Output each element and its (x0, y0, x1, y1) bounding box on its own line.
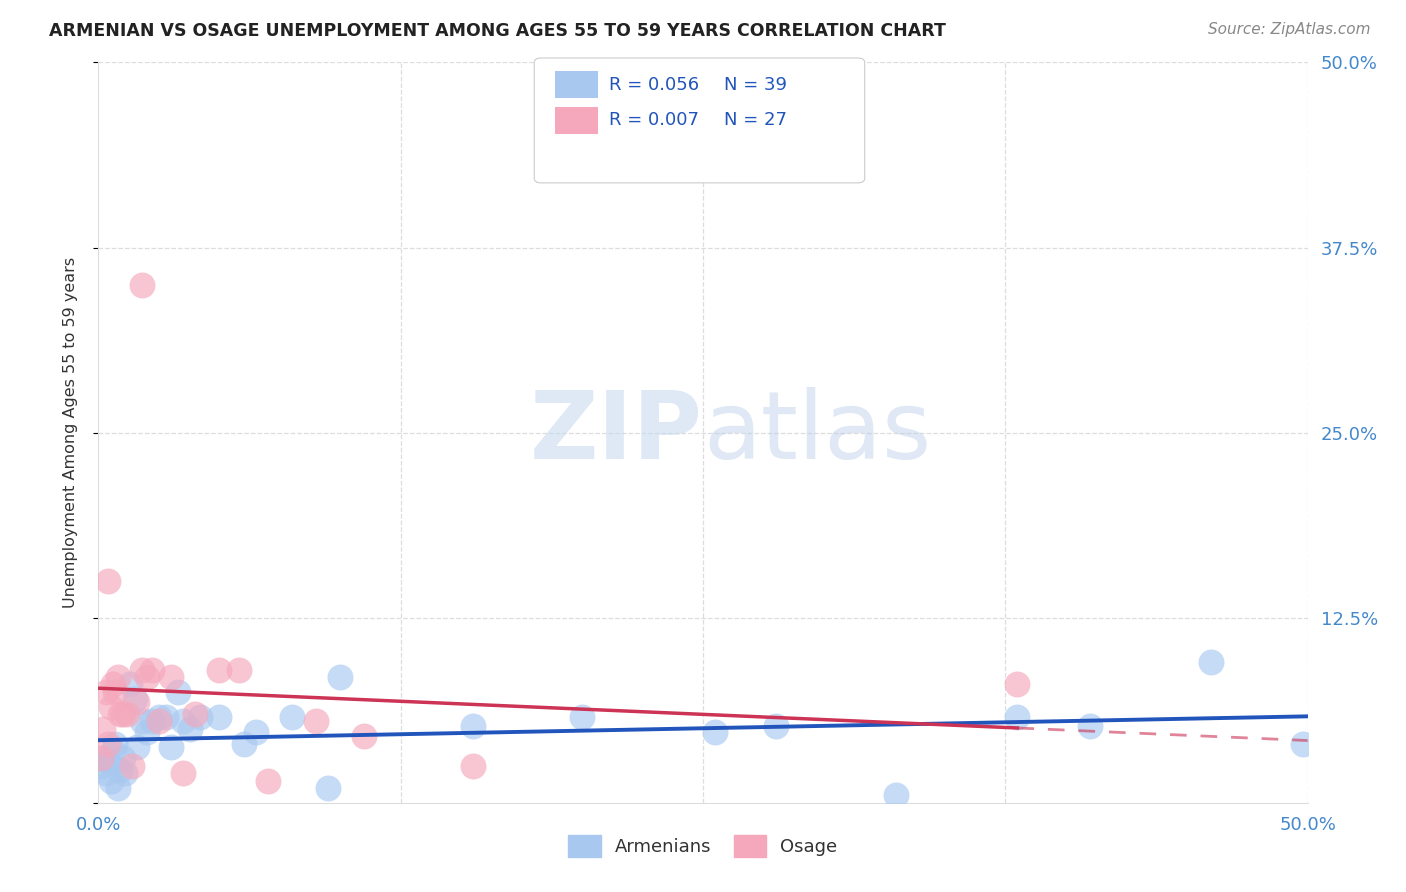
Text: R = 0.056: R = 0.056 (609, 76, 699, 94)
Point (101, 744, 124, 758)
Point (100, 773, 122, 788)
Text: atlas: atlas (703, 386, 931, 479)
Point (167, 685, 190, 699)
Point (765, 719, 787, 733)
Point (107, 780, 129, 795)
Point (104, 685, 127, 699)
Point (135, 724, 157, 739)
Point (131, 714, 153, 729)
Point (232, 737, 254, 751)
Point (97, 737, 120, 751)
Point (131, 277, 153, 292)
Point (172, 714, 194, 729)
Point (188, 710, 211, 724)
Point (1078, 719, 1101, 733)
Point (160, 739, 183, 754)
Point (111, 706, 134, 721)
Y-axis label: Unemployment Among Ages 55 to 59 years: Unemployment Among Ages 55 to 59 years (63, 257, 77, 608)
Point (121, 758, 143, 772)
Point (571, 710, 593, 724)
Point (108, 763, 131, 777)
Point (107, 670, 129, 684)
Point (281, 710, 304, 724)
Point (111, 751, 134, 765)
Point (127, 695, 149, 709)
Text: ZIP: ZIP (530, 386, 703, 479)
Point (208, 663, 231, 677)
Point (90, 751, 112, 765)
Text: N = 27: N = 27 (724, 112, 787, 129)
Point (155, 710, 177, 724)
Point (172, 766, 194, 780)
Point (179, 722, 201, 736)
Point (141, 663, 163, 677)
Point (1007, 710, 1029, 724)
Text: N = 39: N = 39 (724, 76, 787, 94)
Point (100, 699, 122, 714)
Point (148, 714, 170, 729)
Point (184, 706, 207, 721)
Point (135, 670, 157, 684)
Point (141, 714, 163, 729)
Point (97, 755, 120, 769)
Point (256, 773, 278, 788)
Point (101, 677, 124, 691)
Point (1199, 655, 1222, 669)
Point (886, 789, 908, 803)
Point (108, 706, 131, 721)
Point (316, 780, 339, 795)
Point (148, 710, 170, 724)
Point (114, 766, 136, 780)
Point (104, 737, 127, 751)
Point (118, 677, 141, 691)
Text: ARMENIAN VS OSAGE UNEMPLOYMENT AMONG AGES 55 TO 59 YEARS CORRELATION CHART: ARMENIAN VS OSAGE UNEMPLOYMENT AMONG AGE… (49, 22, 946, 40)
Point (1007, 677, 1029, 691)
Point (245, 724, 267, 739)
Point (91, 722, 114, 736)
Point (124, 692, 146, 706)
Point (127, 739, 149, 754)
Legend: Armenians, Osage: Armenians, Osage (561, 828, 845, 864)
Point (704, 724, 727, 739)
Point (94, 685, 117, 699)
Point (329, 670, 352, 684)
Point (305, 714, 328, 729)
Point (1292, 737, 1315, 751)
Point (160, 670, 183, 684)
Point (208, 710, 231, 724)
Point (97, 574, 120, 588)
Point (463, 719, 485, 733)
Point (228, 663, 250, 677)
Point (353, 729, 375, 743)
Text: R = 0.007: R = 0.007 (609, 112, 699, 129)
Point (463, 758, 485, 772)
Point (94, 766, 117, 780)
Point (90, 758, 112, 772)
Text: Source: ZipAtlas.com: Source: ZipAtlas.com (1208, 22, 1371, 37)
Point (117, 706, 139, 721)
Point (131, 663, 153, 677)
Point (91, 751, 114, 765)
